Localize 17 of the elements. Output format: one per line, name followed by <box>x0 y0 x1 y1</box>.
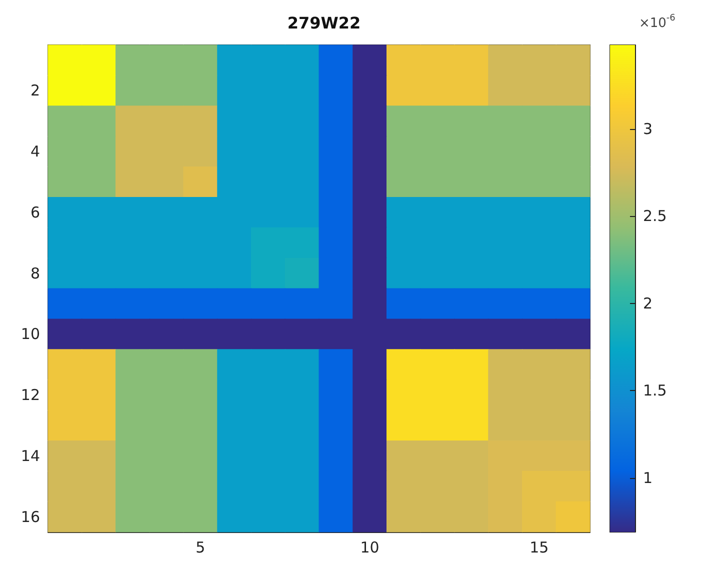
color-bar-label: 3 <box>643 120 653 138</box>
y-tick-label: 8 <box>30 264 40 282</box>
y-tick-label: 4 <box>30 142 40 161</box>
x-tick-label: 10 <box>360 538 380 556</box>
x-tick-label: 15 <box>530 538 549 556</box>
y-tick-label: 16 <box>20 508 40 526</box>
y-tick-label: 10 <box>20 325 40 344</box>
color-bar-label: 1.5 <box>643 382 667 400</box>
chart-title: 279W22 <box>287 14 361 32</box>
x-tick-label: 5 <box>196 538 206 556</box>
y-tick-label: 14 <box>20 446 40 465</box>
color-bar-label: 2 <box>643 294 653 312</box>
color-bar-label: 2.5 <box>643 207 667 226</box>
y-tick-label: 2 <box>30 82 40 100</box>
y-tick-label: 6 <box>30 203 40 222</box>
y-tick-label: 12 <box>20 386 40 404</box>
color-bar-label: 1 <box>643 468 653 487</box>
